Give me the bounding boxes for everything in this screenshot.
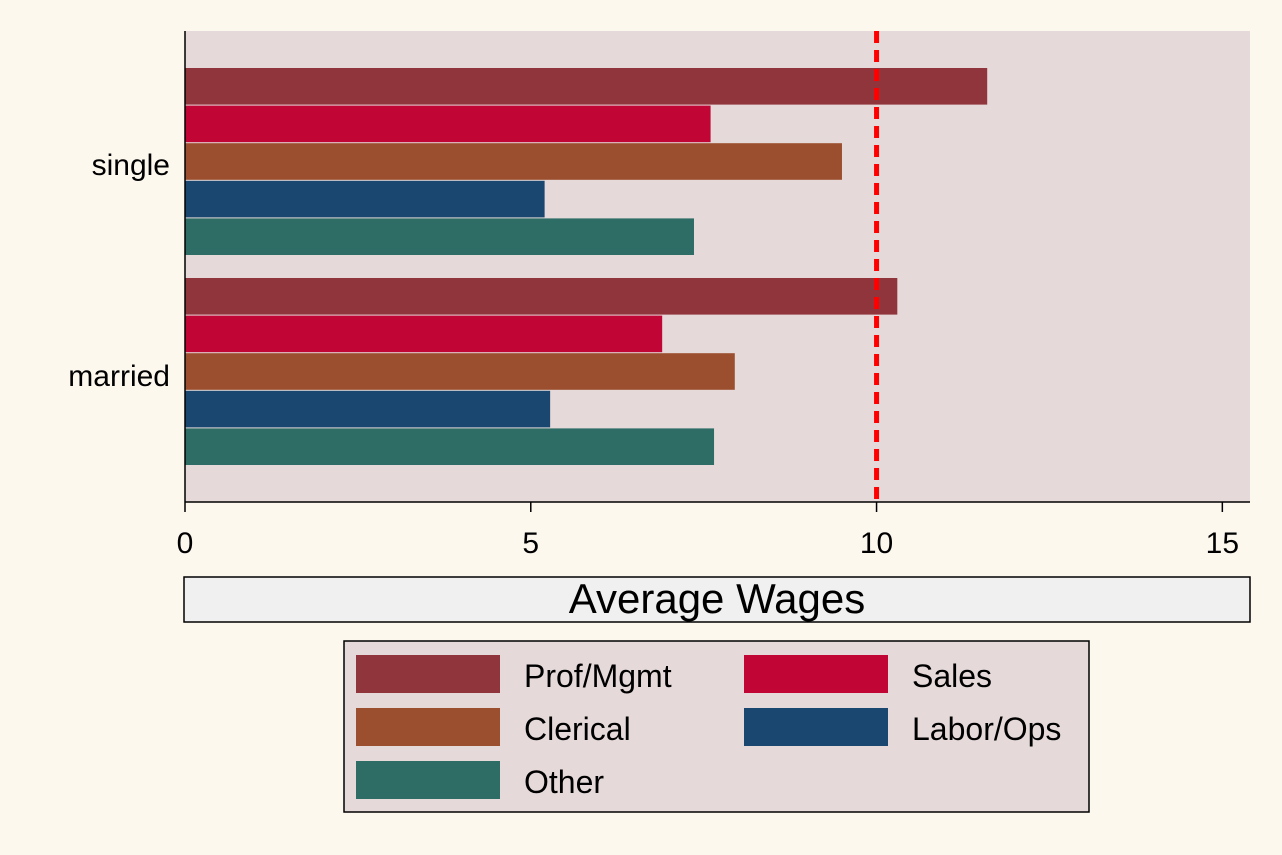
legend: Prof/Mgmt Sales Clerical Labor/Ops Other bbox=[356, 655, 1061, 800]
x-axis-title: Average Wages bbox=[569, 575, 866, 622]
legend-swatch bbox=[744, 655, 888, 693]
y-category-label: married bbox=[68, 360, 170, 393]
y-labels-group: single married bbox=[68, 149, 170, 393]
bar-single-other bbox=[185, 218, 694, 255]
bar-married-clerical bbox=[185, 353, 735, 390]
bars-group bbox=[185, 68, 988, 465]
bar-single-clerical bbox=[185, 143, 842, 180]
bar-married-labor-ops bbox=[185, 390, 551, 428]
x-axis-title-box bbox=[183, 576, 1251, 623]
x-tick-label: 0 bbox=[177, 527, 194, 560]
legend-label: Clerical bbox=[524, 711, 631, 747]
legend-swatch bbox=[356, 761, 500, 799]
legend-swatch bbox=[744, 708, 888, 746]
bar-single-labor-ops bbox=[185, 180, 545, 218]
legend-swatch bbox=[356, 655, 500, 693]
bar-single-sales bbox=[185, 105, 711, 143]
x-tick-label: 15 bbox=[1206, 527, 1239, 560]
legend-label: Sales bbox=[912, 658, 992, 694]
bar-married-sales bbox=[185, 315, 663, 353]
bar-married-prof-mgmt bbox=[185, 278, 898, 315]
bar-single-prof-mgmt bbox=[185, 68, 988, 105]
legend-label: Prof/Mgmt bbox=[524, 658, 672, 694]
legend-label: Other bbox=[524, 764, 604, 800]
x-ticks-group: 0 5 10 15 bbox=[177, 502, 1239, 560]
y-category-label: single bbox=[92, 149, 170, 182]
bar-married-other bbox=[185, 428, 715, 465]
x-tick-label: 5 bbox=[522, 527, 539, 560]
x-tick-label: 10 bbox=[860, 527, 893, 560]
legend-label: Labor/Ops bbox=[912, 711, 1061, 747]
legend-swatch bbox=[356, 708, 500, 746]
